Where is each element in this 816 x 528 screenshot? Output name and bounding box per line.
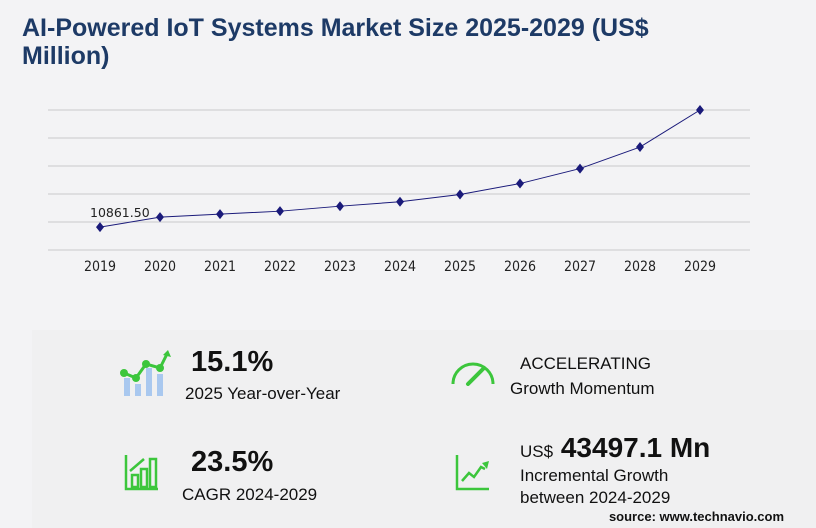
incremental-label-1: Incremental Growth [520, 466, 669, 485]
x-tick-label: 2027 [564, 259, 596, 275]
x-tick-label: 2019 [84, 259, 116, 275]
incremental-label-2: between 2024-2029 [520, 488, 671, 507]
x-tick-label: 2023 [324, 259, 356, 275]
data-point [636, 142, 644, 153]
x-tick-label: 2025 [444, 259, 476, 275]
cagr-value: 23.5% [191, 446, 274, 478]
data-point [396, 196, 404, 207]
currency-prefix: US$ [520, 442, 554, 461]
data-point [456, 189, 464, 200]
data-point [276, 206, 284, 217]
data-point [216, 209, 224, 220]
source-note: source: www.technavio.com [608, 509, 784, 524]
incremental-value: US$ 43497.1 Mn [520, 434, 710, 466]
yoy-value: 15.1% [191, 346, 274, 378]
line-chart: 2019 2020 2021 2022 2023 2024 2025 2026 2027 2028… [48, 105, 750, 275]
cagr-label: CAGR 2024-2029 [182, 485, 318, 504]
x-tick-label: 2024 [384, 259, 416, 275]
data-point [696, 105, 704, 115]
x-tick-label: 2026 [504, 259, 536, 275]
incremental-amount: 43497.1 Mn [560, 432, 711, 463]
data-point [156, 212, 164, 223]
speedometer-icon [451, 362, 495, 386]
momentum-label: Growth Momentum [510, 379, 655, 398]
data-point [516, 178, 524, 189]
growth-chart-icon [120, 350, 171, 396]
x-tick-label: 2022 [264, 259, 296, 275]
yoy-label: 2025 Year-over-Year [185, 384, 341, 403]
bar-chart-icon [124, 455, 158, 491]
data-point [96, 222, 104, 233]
x-tick-label: 2021 [204, 259, 236, 275]
momentum-value: ACCELERATING [520, 354, 651, 373]
data-point [576, 163, 584, 174]
x-tick-label: 2028 [624, 259, 656, 275]
trend-up-icon [455, 455, 489, 491]
data-point [336, 201, 344, 212]
x-tick-label: 2020 [144, 259, 176, 275]
chart-title: AI-Powered IoT Systems Market Size 2025-… [22, 14, 649, 70]
data-label: 10861.50 [90, 205, 150, 220]
series-line [99, 109, 701, 228]
x-tick-label: 2029 [684, 259, 716, 275]
